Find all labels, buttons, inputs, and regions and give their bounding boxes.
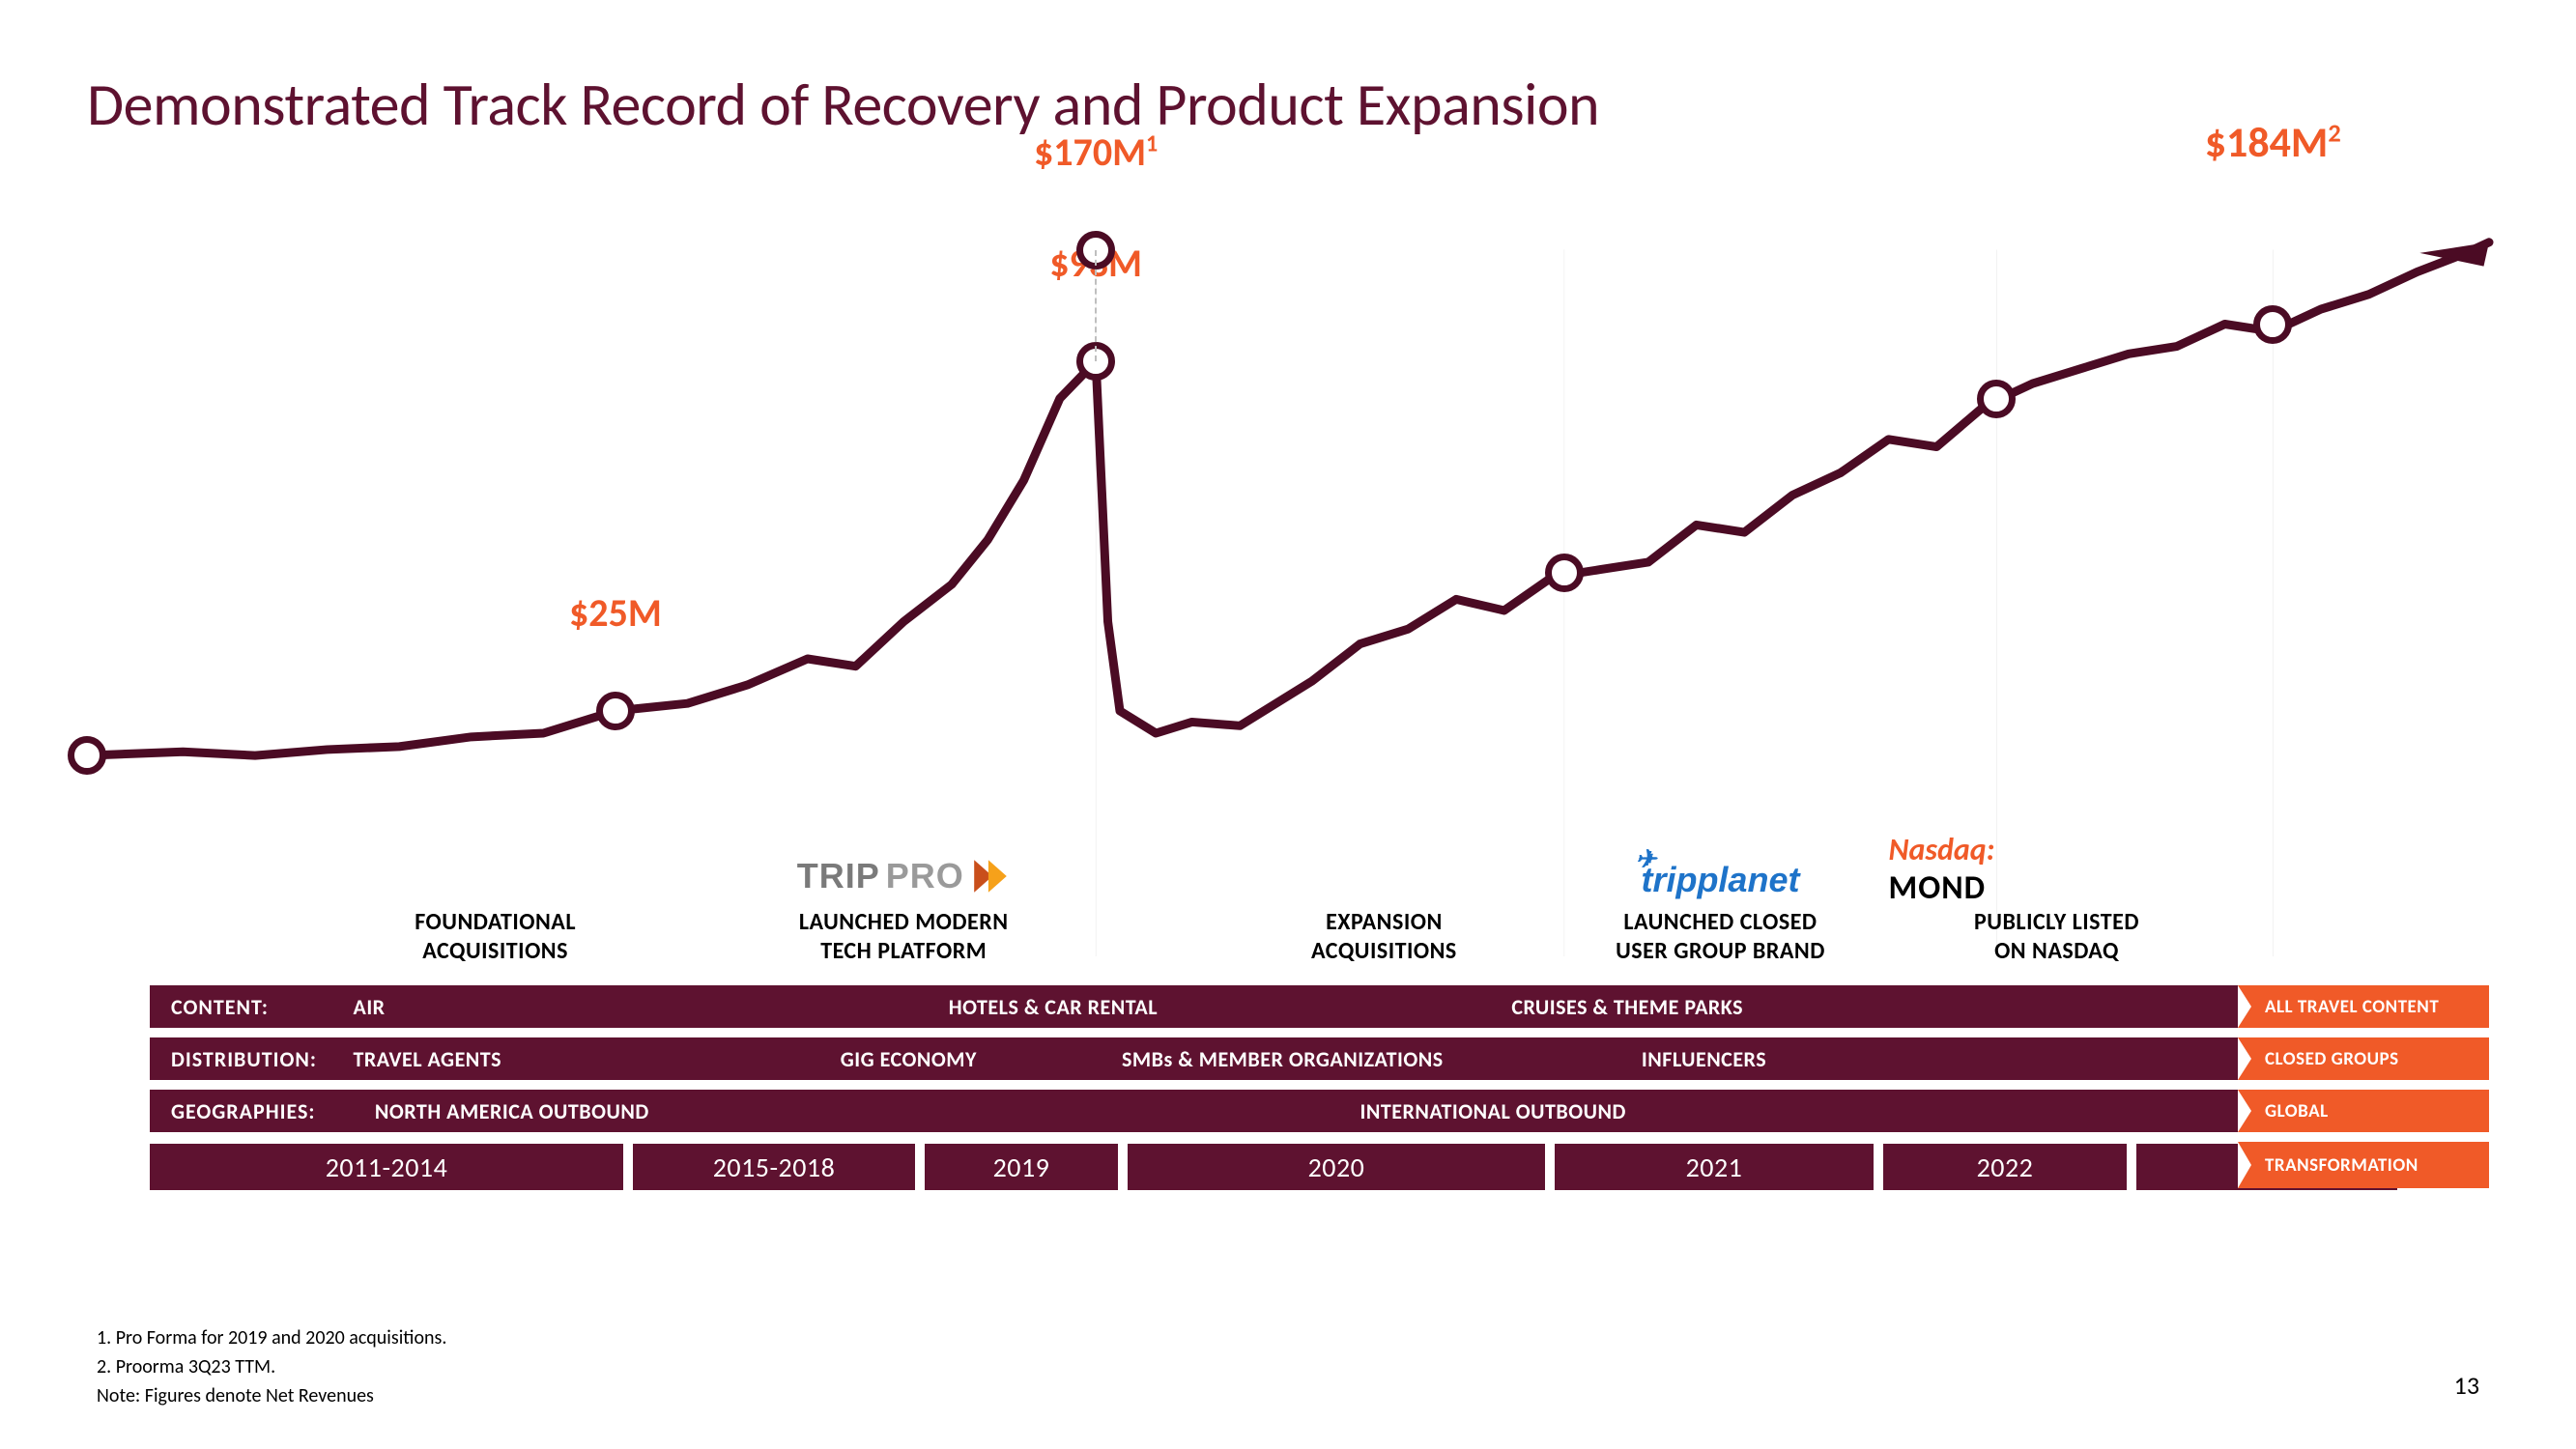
footnote-line: 1. Pro Forma for 2019 and 2020 acquisiti… bbox=[97, 1323, 446, 1352]
bar-segment: NORTH AMERICA OUTBOUND bbox=[356, 1090, 649, 1132]
milestone-label: FOUNDATIONALACQUISITIONS bbox=[279, 908, 711, 966]
nasdaq-listing: Nasdaq:MOND bbox=[1889, 831, 2225, 908]
milestone-label: LAUNCHED MODERNTECH PLATFORM bbox=[664, 908, 1144, 966]
bar-segment: HOTELS & CAR RENTAL bbox=[930, 985, 1158, 1028]
chart-value-label: $170M1 bbox=[1034, 128, 1158, 176]
chart-marker bbox=[1545, 554, 1584, 592]
milestone-label: LAUNCHED CLOSEDUSER GROUP BRAND bbox=[1504, 908, 1936, 966]
expansion-bar: CONTENT: AIR HOTELS & CAR RENTAL CRUISES & … bbox=[150, 985, 2315, 1028]
expansion-bar: DISTRIBUTION:TRAVEL AGENTS GIG ECONOMY SMB… bbox=[150, 1037, 2315, 1080]
footnotes: 1. Pro Forma for 2019 and 2020 acquisiti… bbox=[97, 1323, 446, 1410]
end-cap: ALL TRAVEL CONTENT bbox=[2238, 985, 2489, 1028]
slide: Demonstrated Track Record of Recovery an… bbox=[0, 0, 2576, 1449]
bar-segment: AIR bbox=[333, 985, 385, 1028]
year-cell: 2021 bbox=[1555, 1144, 1874, 1190]
bar-lead: DISTRIBUTION: bbox=[150, 1037, 338, 1080]
plane-icon: ✈ bbox=[1635, 844, 1656, 874]
end-cap: TRANSFORMATION bbox=[2238, 1142, 2489, 1188]
expansion-arrow-bars: CONTENT: AIR HOTELS & CAR RENTAL CRUISES & … bbox=[150, 985, 2315, 1142]
milestone: FOUNDATIONALACQUISITIONS bbox=[279, 908, 711, 966]
expansion-bar: GEOGRAPHIES: NORTH AMERICA OUTBOUND INTERN… bbox=[150, 1090, 2315, 1132]
milestone-label: PUBLICLY LISTEDON NASDAQ bbox=[1889, 908, 2225, 966]
year-cell: 2019 bbox=[925, 1144, 1118, 1190]
chart-value-label: $25M bbox=[569, 589, 662, 637]
year-cell: 2022 bbox=[1883, 1144, 2127, 1190]
bar-segment: CRUISES & THEME PARKS bbox=[1492, 985, 1743, 1028]
chart-marker bbox=[1977, 380, 2016, 418]
page-number: 13 bbox=[2454, 1370, 2479, 1401]
footnote-line: Note: Figures denote Net Revenues bbox=[97, 1381, 446, 1410]
chevron-right-icon bbox=[970, 856, 1011, 896]
year-cell: 2011-2014 bbox=[150, 1144, 623, 1190]
end-cap: GLOBAL bbox=[2238, 1090, 2489, 1132]
bar-lead: GEOGRAPHIES: bbox=[150, 1090, 336, 1132]
year-timeline-bar: 2011-20142015-201820192020202120222023 bbox=[150, 1144, 2397, 1190]
milestone: TRIPPRO LAUNCHED MODERNTECH PLATFORM bbox=[664, 856, 1144, 966]
milestone: Nasdaq:MONDPUBLICLY LISTEDON NASDAQ bbox=[1889, 831, 2225, 966]
footnote-line: 2. Proorma 3Q23 TTM. bbox=[97, 1352, 446, 1381]
bar-segment: INFLUENCERS bbox=[1622, 1037, 1766, 1080]
milestones-layer: FOUNDATIONALACQUISITIONS TRIPPRO LAUNCHED … bbox=[87, 753, 2489, 966]
chart-marker bbox=[2253, 305, 2292, 344]
chart-value-label: $184M2 bbox=[2205, 116, 2341, 168]
tripplanet-logo: ✈tripplanet bbox=[1641, 860, 1799, 900]
bar-lead: CONTENT: bbox=[150, 985, 290, 1028]
milestone: ✈tripplanet LAUNCHED CLOSEDUSER GROUP BRA… bbox=[1504, 860, 1936, 966]
year-cell: 2015-2018 bbox=[633, 1144, 915, 1190]
page-title: Demonstrated Track Record of Recovery an… bbox=[87, 68, 2489, 141]
bar-segment: TRAVEL AGENTS bbox=[333, 1037, 501, 1080]
end-cap-labels: ALL TRAVEL CONTENT CLOSED GROUPS GLOBAL TRA… bbox=[2238, 985, 2489, 1198]
chart-marker bbox=[596, 692, 635, 730]
year-cell: 2020 bbox=[1128, 1144, 1545, 1190]
bar-segment: GIG ECONOMY bbox=[821, 1037, 977, 1080]
trippro-logo: TRIPPRO bbox=[797, 856, 1011, 896]
bar-segment: INTERNATIONAL OUTBOUND bbox=[1341, 1090, 1626, 1132]
end-cap: CLOSED GROUPS bbox=[2238, 1037, 2489, 1080]
revenue-line-chart: $25M$93M$170M1$184M2 FOUNDATIONALACQUISI… bbox=[87, 213, 2489, 956]
bar-segment: SMBs & MEMBER ORGANIZATIONS bbox=[1102, 1037, 1444, 1080]
